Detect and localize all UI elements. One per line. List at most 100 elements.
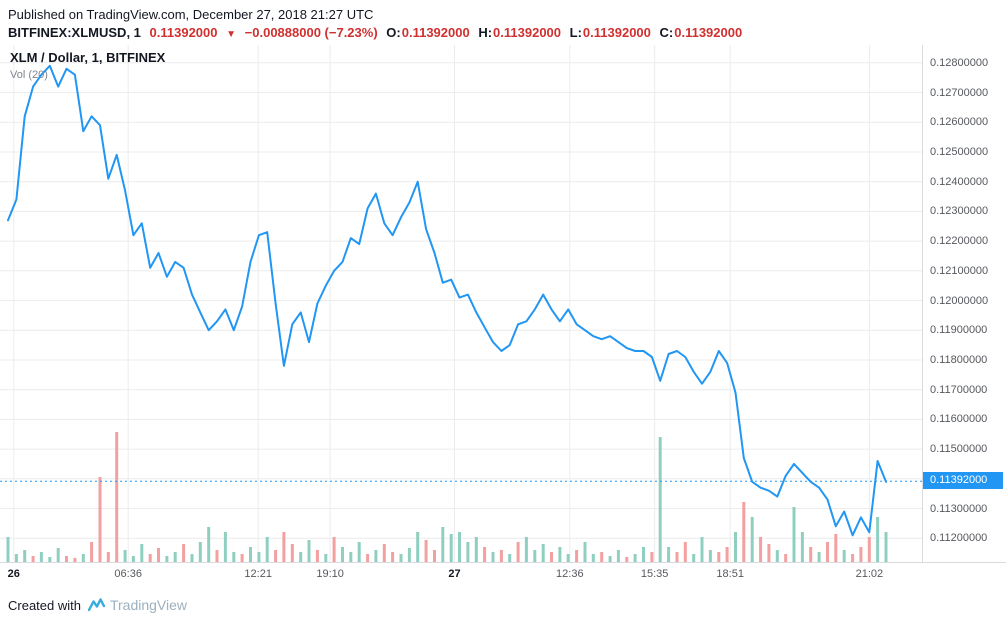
volume-bar: [407, 548, 411, 562]
volume-bar: [750, 517, 754, 562]
volume-bar: [357, 542, 361, 562]
volume-bar: [324, 554, 328, 562]
time-axis-label: 06:36: [114, 568, 142, 580]
volume-bar: [315, 550, 319, 562]
volume-bar: [14, 554, 18, 562]
price-axis-label: 0.11900000: [930, 324, 988, 337]
volume-bar: [56, 548, 60, 562]
published-line: Published on TradingView.com, December 2…: [8, 7, 374, 22]
price-axis-label: 0.12600000: [930, 116, 989, 129]
volume-bar: [800, 532, 804, 562]
volume-bar: [106, 552, 110, 562]
volume-bar: [600, 552, 604, 562]
time-axis-label: 19:10: [316, 568, 344, 580]
ohlc-close-value: 0.11392000: [674, 25, 743, 40]
volume-bar: [708, 550, 712, 562]
attribution-footer: Created with TradingView: [8, 594, 187, 616]
volume-bar: [516, 542, 520, 562]
volume-bar: [165, 556, 169, 562]
price-axis-label: 0.11800000: [930, 353, 988, 366]
ohlc-low-label: L:: [569, 25, 582, 40]
price-axis-label: 0.12500000: [930, 145, 989, 158]
volume-bar: [382, 544, 386, 562]
volume-bar: [884, 532, 888, 562]
volume-bar: [809, 547, 813, 562]
price-down-arrow-icon: ▼: [226, 29, 237, 40]
volume-bar: [48, 557, 52, 562]
volume-bar: [591, 554, 595, 562]
volume-bar: [399, 554, 403, 562]
volume-bar: [290, 544, 294, 562]
volume-bar: [533, 550, 537, 562]
volume-bar: [817, 552, 821, 562]
volume-bar: [616, 550, 620, 562]
volume-bar: [131, 556, 135, 562]
symbol-name: BITFINEX:XLMUSD, 1: [8, 25, 141, 40]
volume-bar: [876, 517, 880, 562]
volume-bar: [675, 552, 679, 562]
price-axis-label: 0.12700000: [930, 86, 989, 99]
volume-bar: [583, 542, 587, 562]
volume-bar: [625, 557, 629, 562]
price-chart-plot[interactable]: [0, 45, 922, 562]
price-axis[interactable]: 0.11392000 0.12800000 0.12700000 0.1260000…: [922, 45, 1006, 562]
volume-bar: [859, 547, 863, 562]
volume-bar: [31, 556, 35, 562]
volume-bar: [742, 502, 746, 562]
price-axis-label: 0.11200000: [930, 532, 988, 545]
price-axis-label: 0.11700000: [930, 383, 988, 396]
chart-area[interactable]: XLM / Dollar, 1, BITFINEX Vol (20) 0.113…: [0, 45, 1006, 586]
ohlc-close: C:0.11392000: [660, 25, 743, 40]
volume-bar: [274, 550, 278, 562]
volume-bar: [725, 547, 729, 562]
volume-bar: [39, 552, 43, 562]
volume-bar: [198, 542, 202, 562]
volume-bar: [508, 554, 512, 562]
volume-bar: [215, 550, 219, 562]
volume-bar: [23, 550, 27, 562]
price-axis-label: 0.12100000: [930, 264, 989, 277]
header-last-price: 0.11392000: [149, 25, 218, 40]
price-axis-label: 0.12400000: [930, 175, 989, 188]
volume-bar: [115, 432, 119, 562]
volume-bar: [223, 532, 227, 562]
ohlc-close-label: C:: [659, 25, 674, 40]
time-axis-label: 12:21: [244, 568, 272, 580]
volume-bar: [867, 537, 871, 562]
volume-bar: [232, 552, 236, 562]
volume-bar: [759, 537, 763, 562]
ohlc-high-value: 0.11392000: [493, 25, 562, 40]
volume-bar: [575, 550, 579, 562]
volume-bar: [692, 554, 696, 562]
volume-bar: [474, 537, 478, 562]
time-axis[interactable]: 26 06:36 12:21 19:10 27 12:36 15:35 18:51 21:02: [0, 562, 1006, 586]
volume-bar: [265, 537, 269, 562]
volume-bar: [441, 527, 445, 562]
volume-bar: [449, 534, 453, 562]
volume-bar: [332, 537, 336, 562]
volume-bar: [424, 540, 428, 562]
volume-bar: [633, 554, 637, 562]
volume-bar: [65, 556, 68, 562]
volume-bar: [458, 532, 461, 562]
volume-bar: [207, 527, 211, 562]
tradingview-logo-icon[interactable]: [87, 598, 105, 612]
volume-bar: [683, 542, 687, 562]
volume-bar: [499, 550, 503, 562]
volume-bar: [541, 544, 545, 562]
volume-bar: [81, 554, 85, 562]
volume-bar: [173, 552, 177, 562]
volume-bar: [524, 537, 528, 562]
time-axis-label: 18:51: [716, 568, 744, 580]
price-axis-label: 0.12800000: [930, 56, 989, 69]
volume-bar: [366, 554, 370, 562]
tradingview-link[interactable]: TradingView: [109, 597, 188, 613]
volume-bar: [349, 552, 353, 562]
volume-bar: [240, 554, 244, 562]
price-axis-label: 0.12300000: [930, 205, 989, 218]
volume-bar: [90, 542, 94, 562]
ohlc-low: L:0.11392000: [570, 25, 651, 40]
volume-bar: [717, 552, 721, 562]
volume-bar: [734, 532, 737, 562]
ohlc-high-label: H:: [478, 25, 493, 40]
